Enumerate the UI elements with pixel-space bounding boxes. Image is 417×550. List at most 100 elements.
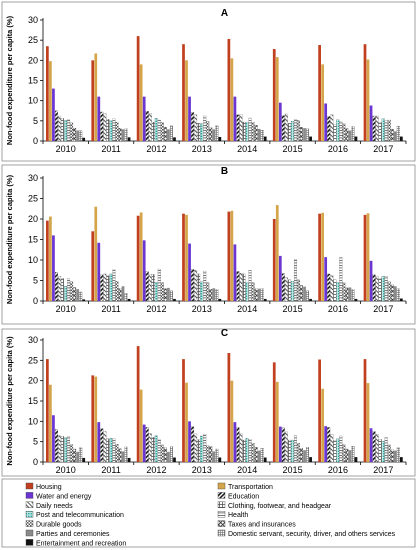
panel-a-bar-domestic-servant-security-driver-and-others-services-2012: [169, 125, 173, 142]
panel-a-bar-entertainment-and-recreation-2013: [218, 136, 222, 141]
panel-c-bar-health-2013: [203, 434, 207, 463]
legend-swatch-water-and-energy: [25, 492, 34, 499]
panel-a-bar-daily-needs-2012: [148, 113, 152, 142]
panel-a-bar-durable-goods-2011: [115, 121, 119, 142]
legend-label-durable-goods: Durable goods: [36, 522, 82, 529]
panel-a-bar-daily-needs-2017: [375, 115, 379, 142]
panel-c-bar-transportation-2012: [139, 389, 143, 462]
panel-c-bar-education-2011: [100, 428, 104, 463]
panel-c-bar-health-2016: [339, 435, 343, 463]
panel-c-bar-taxes-and-insurances-2012: [163, 447, 167, 463]
panel-a-bar-durable-goods-2010: [70, 122, 74, 142]
panel-a-bar-parties-and-ceremonies-2013: [212, 129, 216, 141]
panel-b-bar-health-2012: [157, 268, 161, 302]
panel-b-bar-daily-needs-2016: [330, 275, 334, 302]
panel-c-bar-transportation-2010: [49, 384, 52, 462]
legend-swatch-domestic-servant-security-driver-and-others-services: [217, 529, 226, 537]
panel-a-ytick-label: 10: [28, 96, 38, 106]
panel-a-bar-water-and-energy-2014: [233, 96, 237, 141]
panel-a-bar-health-2016: [339, 121, 343, 142]
panel-b-bar-education-2011: [100, 274, 104, 302]
panel-a-xtick-label: 2015: [283, 144, 303, 154]
panel-a-bar-entertainment-and-recreation-2016: [354, 136, 358, 141]
panel-b-bar-transportation-2015: [275, 205, 279, 301]
panel-b-bar-health-2011: [112, 269, 116, 302]
panel-b-bar-housing-2014: [227, 211, 231, 301]
panel-b-bar-transportation-2013: [185, 214, 188, 301]
panel-a-bar-taxes-and-insurances-2017: [390, 129, 394, 142]
legend-swatch-durable-goods: [25, 520, 34, 527]
panel-c-bar-clothing-footwear-and-headgear-2012: [151, 437, 155, 463]
panel-c-bar-taxes-and-insurances-2017: [390, 449, 394, 463]
panel-b-xtick-label: 2011: [101, 304, 120, 314]
panel-a-bar-domestic-servant-security-driver-and-others-services-2014: [260, 130, 264, 142]
panel-c-bar-water-and-energy-2011: [97, 422, 101, 462]
panel-a-bar-domestic-servant-security-driver-and-others-services-2016: [351, 126, 355, 142]
panel-c-bar-entertainment-and-recreation-2015: [309, 457, 312, 462]
panel-c-bar-education-2017: [372, 431, 376, 463]
panel-a-bar-domestic-servant-security-driver-and-others-services-2017: [396, 125, 400, 142]
panel-c-bar-education-2013: [191, 426, 195, 463]
panel-b-bar-durable-goods-2015: [297, 279, 300, 302]
panel-b-bar-domestic-servant-security-driver-and-others-services-2013: [215, 289, 219, 302]
panel-c-bar-health-2012: [157, 439, 161, 463]
panel-c-bar-water-and-energy-2016: [324, 426, 328, 462]
panel-a-bar-health-2017: [384, 120, 388, 142]
panel-b-bar-transportation-2010: [49, 216, 52, 301]
panel-b-bar-durable-goods-2013: [206, 282, 210, 302]
panel-c-ylabel: Non-food expenditure per capita (%): [5, 336, 14, 466]
panel-b-bar-taxes-and-insurances-2013: [209, 289, 213, 302]
panel-b-bar-health-2017: [384, 276, 388, 302]
panel-c-bar-domestic-servant-security-driver-and-others-services-2014: [260, 448, 264, 463]
panel-b-bar-housing-2011: [91, 231, 95, 301]
panel-a-bar-housing-2015: [272, 49, 276, 141]
panel-b-ytick-label: 30: [28, 173, 38, 183]
panel-a-bar-transportation-2017: [366, 59, 370, 141]
panel-a-bar-durable-goods-2015: [297, 120, 300, 142]
panel-a-bar-housing-2016: [318, 45, 321, 142]
panel-a-bar-clothing-footwear-and-headgear-2010: [61, 118, 64, 142]
panel-c-bar-transportation-2013: [185, 382, 188, 462]
panel-c-bar-entertainment-and-recreation-2017: [399, 457, 403, 462]
panel-c-bar-taxes-and-insurances-2010: [73, 448, 77, 463]
panel-b-bar-domestic-servant-security-driver-and-others-services-2014: [260, 288, 264, 302]
panel-b-bar-transportation-2016: [321, 212, 325, 301]
panel-a-bar-education-2015: [281, 115, 285, 142]
legend-label-daily-needs: Daily needs: [36, 503, 73, 510]
panel-c-bar-daily-needs-2011: [103, 431, 107, 463]
panel-c-bar-transportation-2011: [94, 376, 98, 462]
panel-c-bar-housing-2014: [227, 353, 231, 462]
panel-a-bar-daily-needs-2015: [284, 113, 288, 142]
legend-label-water-and-energy: Water and energy: [36, 493, 92, 500]
panel-c-bar-daily-needs-2015: [284, 431, 288, 463]
panel-a-bar-transportation-2015: [275, 57, 279, 141]
panel-b-bar-health-2010: [67, 278, 71, 302]
panel-a-xtick-label: 2010: [56, 144, 76, 154]
panel-c-xtick-label: 2015: [283, 465, 303, 475]
panel-b-bar-clothing-footwear-and-headgear-2016: [333, 279, 337, 302]
panel-b-ytick-label: 5: [33, 276, 38, 286]
panel-c-bar-clothing-footwear-and-headgear-2010: [61, 436, 64, 463]
panel-b-bar-transportation-2017: [366, 213, 370, 301]
panel-c-bar-transportation-2015: [275, 381, 279, 462]
legend-swatch-health: [217, 511, 226, 518]
panel-c-bar-health-2010: [67, 436, 71, 463]
panel-b-bar-water-and-energy-2012: [142, 240, 146, 301]
panel-c-ytick-label: 30: [28, 335, 38, 345]
panel-a-ytick-label: 5: [33, 116, 38, 126]
panel-b-bar-daily-needs-2013: [194, 270, 198, 302]
panel-a-xtick-label: 2014: [237, 144, 257, 154]
panel-b-bar-durable-goods-2017: [387, 281, 391, 302]
panel-c-bar-parties-and-ceremonies-2015: [303, 450, 306, 462]
panel-b-bar-health-2016: [339, 257, 343, 302]
panel-a-bar-taxes-and-insurances-2013: [209, 127, 213, 142]
panel-c-xtick-label: 2017: [373, 465, 393, 475]
panel-c-bar-domestic-servant-security-driver-and-others-services-2015: [306, 447, 310, 463]
panel-b-bar-taxes-and-insurances-2015: [300, 285, 303, 302]
panel-b-bar-post-and-telecommunication-2017: [381, 276, 385, 302]
panel-a-ytick-label: 20: [28, 55, 38, 65]
panel-a-bar-water-and-energy-2010: [52, 88, 55, 141]
legend-label-education: Education: [228, 493, 259, 500]
panel-c-bar-taxes-and-insurances-2016: [345, 448, 349, 463]
panel-a-bar-durable-goods-2016: [342, 123, 346, 142]
